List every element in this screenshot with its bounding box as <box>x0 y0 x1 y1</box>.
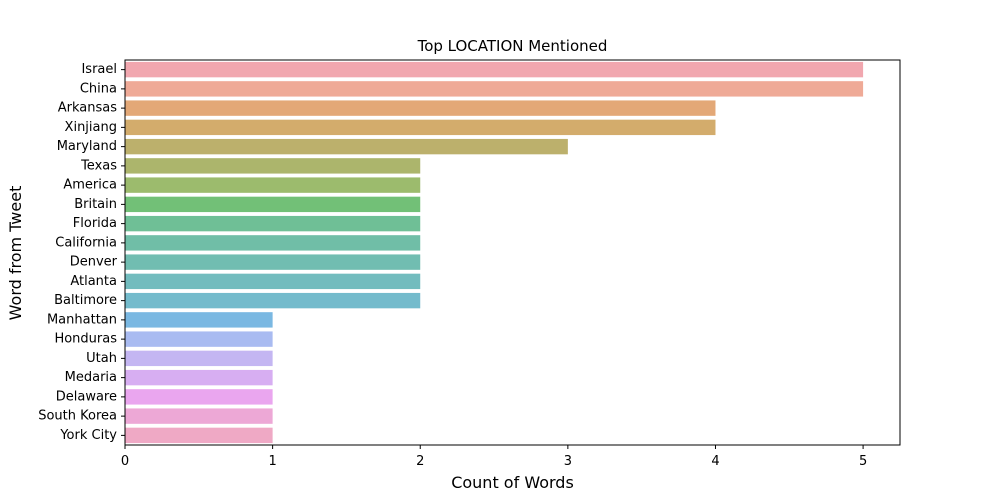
x-tick-label: 0 <box>121 454 129 469</box>
bar-xinjiang <box>125 119 716 136</box>
y-tick-label: Israel <box>81 62 117 77</box>
bars-layer <box>125 61 864 444</box>
bar-maryland <box>125 138 568 155</box>
bar-south-korea <box>125 408 273 424</box>
bar-china <box>125 81 864 97</box>
bar-delaware <box>125 389 273 405</box>
y-tick-label: Utah <box>86 351 117 366</box>
y-ticks: Israel China Arkansas Xinjiang Maryland Texas… <box>38 62 125 443</box>
y-tick-label: Medaria <box>65 370 117 385</box>
bar-florida <box>125 215 421 232</box>
x-tick-label: 3 <box>564 454 572 469</box>
bar-israel <box>125 61 864 78</box>
bar-denver <box>125 254 421 270</box>
bar-manhattan <box>125 312 273 328</box>
y-tick-label: Manhattan <box>47 312 117 327</box>
y-tick-label: Atlanta <box>70 274 117 289</box>
x-axis-label: Count of Words <box>451 473 574 492</box>
bar-utah <box>125 350 273 367</box>
x-ticks: 0 1 2 3 4 5 <box>121 445 867 469</box>
bar-honduras <box>125 331 273 347</box>
y-tick-label: Xinjiang <box>65 120 117 135</box>
chart-title: Top LOCATION Mentioned <box>417 37 608 55</box>
y-tick-label: Arkansas <box>58 101 117 116</box>
bar-texas <box>125 158 421 174</box>
bar-california <box>125 235 421 251</box>
x-tick-label: 4 <box>711 454 719 469</box>
y-tick-label: Denver <box>70 255 118 270</box>
y-tick-label: California <box>55 235 117 250</box>
plot-frame <box>124 59 901 446</box>
bar-america <box>125 177 421 193</box>
y-tick-label: Britain <box>74 197 117 212</box>
bar-baltimore <box>125 292 421 309</box>
y-tick-label: America <box>63 178 117 193</box>
y-tick-label: Maryland <box>57 139 117 154</box>
y-tick-label: Florida <box>73 216 117 231</box>
y-tick-label: Honduras <box>54 332 117 347</box>
bar-medaria <box>125 369 273 386</box>
y-tick-label: South Korea <box>38 409 117 424</box>
x-tick-label: 5 <box>859 454 867 469</box>
y-tick-label: China <box>80 81 117 96</box>
y-tick-label: Baltimore <box>54 293 117 308</box>
y-tick-label: York City <box>59 428 117 443</box>
bar-britain <box>125 196 421 213</box>
bar-york-city <box>125 427 273 444</box>
y-tick-label: Texas <box>80 158 117 173</box>
x-tick-label: 1 <box>268 454 276 469</box>
bar-arkansas <box>125 100 716 116</box>
x-tick-label: 2 <box>416 454 424 469</box>
y-axis-label: Word from Tweet <box>6 186 25 321</box>
bar-atlanta <box>125 273 421 290</box>
y-tick-label: Delaware <box>56 389 117 404</box>
